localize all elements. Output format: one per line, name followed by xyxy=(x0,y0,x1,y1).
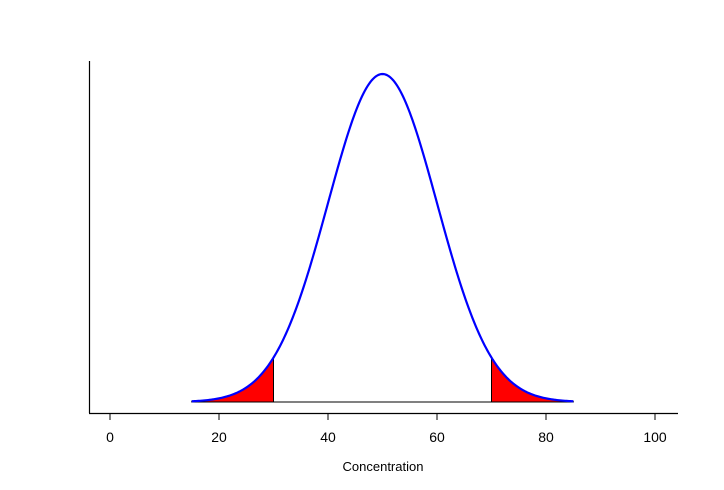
shaded-regions xyxy=(191,355,574,403)
x-tick-label: 100 xyxy=(643,429,667,445)
x-axis-title: Concentration xyxy=(343,459,424,474)
x-tick-label: 20 xyxy=(211,429,227,445)
x-tick-label: 80 xyxy=(538,429,554,445)
x-tick-label: 40 xyxy=(320,429,336,445)
x-tick-label: 0 xyxy=(106,429,114,445)
x-axis-ticks: 0 20 40 60 80 100 xyxy=(106,413,667,445)
x-tick-label: 60 xyxy=(429,429,445,445)
density-curve xyxy=(191,72,574,403)
